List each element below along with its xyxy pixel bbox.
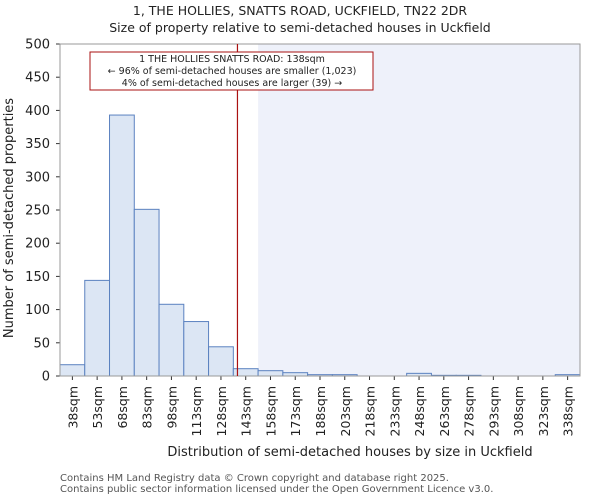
x-tick-label: 173sqm: [288, 386, 303, 436]
y-tick-label: 300: [25, 170, 50, 185]
x-tick-label: 218sqm: [363, 386, 378, 436]
x-tick-label: 323sqm: [536, 386, 551, 436]
chart-title-subtitle: Size of property relative to semi-detach…: [109, 20, 491, 35]
footer-line-1: Contains HM Land Registry data © Crown c…: [60, 473, 449, 484]
annotation-box: [89, 51, 374, 91]
x-axis-ticks: 38sqm 53sqm 68sqm 83sqm 98sqm 113sqm 128sqm 143…: [65, 376, 576, 436]
y-tick-label: 50: [33, 336, 50, 351]
bar-128sqm: [208, 346, 234, 377]
y-tick-label: 200: [25, 237, 50, 252]
x-tick-label: 158sqm: [263, 386, 278, 436]
highlight-region: [258, 44, 580, 376]
x-tick-label: 128sqm: [214, 386, 229, 436]
y-tick-label: 500: [25, 38, 50, 53]
x-tick-label: 233sqm: [387, 386, 402, 436]
bar-53sqm: [84, 279, 111, 377]
footer-line-2: Contains public sector information licen…: [60, 484, 494, 495]
x-axis-label: Distribution of semi-detached houses by …: [167, 445, 532, 460]
x-tick-label: 188sqm: [313, 386, 328, 436]
x-tick-label: 308sqm: [511, 386, 526, 436]
y-axis-label: Number of semi-detached properties: [2, 98, 17, 338]
bar-68sqm: [109, 114, 135, 377]
plot-frame: [59, 43, 581, 377]
x-tick-label: 98sqm: [164, 386, 179, 429]
x-tick-label: 338sqm: [561, 386, 576, 436]
histogram-chart: 0 50 100 150 200 250 300 350 400 450 500 38sqm 53sq…: [2, 38, 581, 460]
y-tick-label: 450: [25, 71, 50, 86]
y-tick-label: 100: [25, 303, 50, 318]
y-tick-label: 350: [25, 137, 50, 152]
annotation-line-2: ← 96% of semi-detached houses are smalle…: [108, 66, 357, 77]
x-tick-label: 83sqm: [140, 386, 155, 429]
annotation-line-1: 1 THE HOLLIES SNATTS ROAD: 138sqm: [139, 54, 325, 65]
x-tick-label: 68sqm: [115, 386, 130, 429]
bars-group: [59, 114, 581, 377]
x-tick-label: 278sqm: [462, 386, 477, 436]
x-tick-label: 263sqm: [437, 386, 452, 436]
x-tick-label: 53sqm: [90, 386, 105, 429]
y-tick-label: 0: [42, 370, 50, 385]
y-tick-label: 250: [25, 204, 50, 219]
bar-83sqm: [133, 208, 160, 377]
y-tick-label: 150: [25, 270, 50, 285]
annotation-line-3: 4% of semi-detached houses are larger (3…: [122, 78, 342, 89]
y-tick-label: 400: [25, 104, 50, 119]
x-tick-label: 293sqm: [486, 386, 501, 436]
bar-98sqm: [158, 303, 185, 377]
x-tick-label: 143sqm: [239, 386, 254, 436]
bar-38sqm: [59, 364, 86, 377]
bar-158sqm: [257, 370, 284, 377]
chart-title-address: 1, THE HOLLIES, SNATTS ROAD, UCKFIELD, T…: [132, 3, 468, 18]
x-tick-label: 38sqm: [65, 386, 80, 429]
bar-113sqm: [183, 321, 210, 377]
x-tick-label: 248sqm: [412, 386, 427, 436]
x-tick-label: 203sqm: [338, 386, 353, 436]
y-axis-ticks: 0 50 100 150 200 250 300 350 400 450 500: [25, 38, 60, 385]
x-tick-label: 113sqm: [189, 386, 204, 436]
